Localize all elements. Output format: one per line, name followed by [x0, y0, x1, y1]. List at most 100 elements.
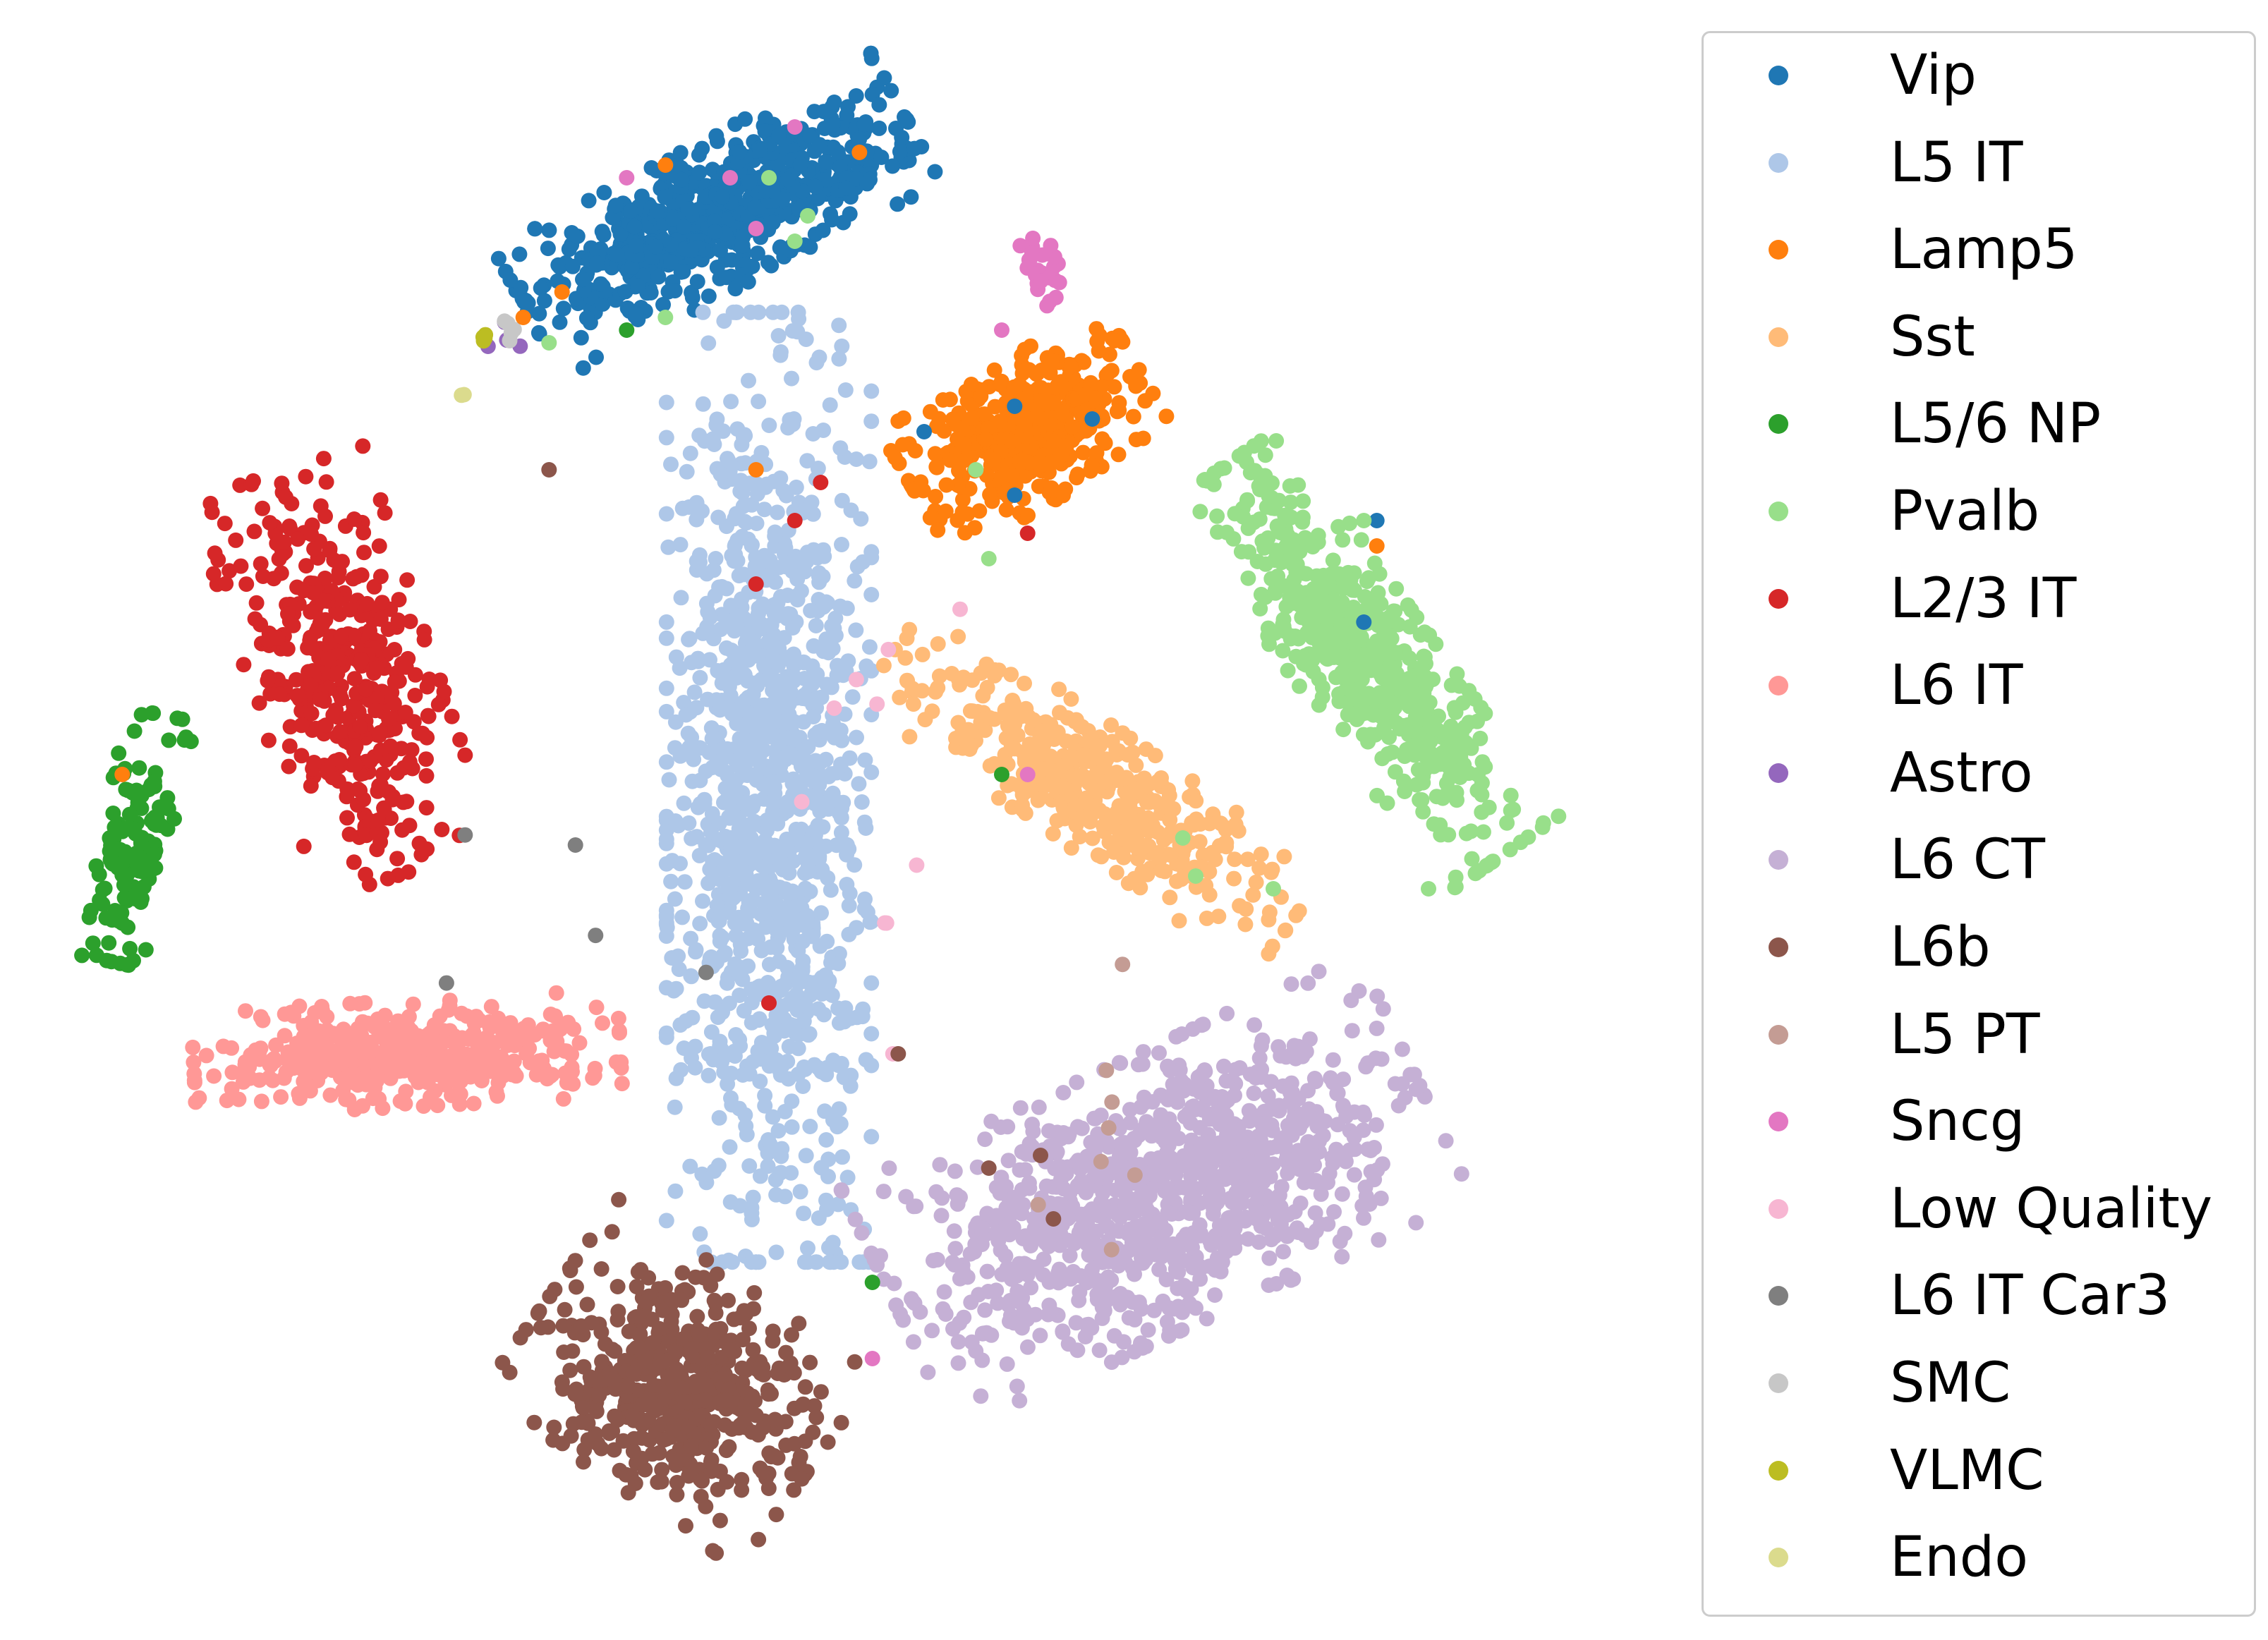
point-l5-it: [717, 780, 734, 796]
point-l5-it: [701, 335, 717, 351]
point-l2-3-it: [359, 595, 375, 612]
point-pvalb: [1449, 792, 1465, 808]
point-vip: [575, 360, 591, 376]
point-l5-it: [710, 913, 727, 929]
point-lamp5: [1020, 454, 1036, 470]
point-sst: [1017, 675, 1032, 691]
point-l5-6-np: [85, 935, 101, 952]
point-l6-it: [418, 1056, 434, 1072]
point-l5-it: [777, 540, 794, 556]
point-l5-it: [812, 794, 828, 810]
point-lamp5: [922, 509, 938, 526]
point-l5-it: [734, 971, 751, 988]
point-sst: [917, 712, 933, 728]
point-pvalb: [1397, 784, 1413, 799]
point-l5-it: [658, 832, 674, 847]
point-lamp5: [986, 451, 1002, 468]
point-lamp5: [962, 480, 978, 497]
point-l5-it: [745, 686, 761, 703]
point-l5-it: [788, 1026, 804, 1042]
point-pvalb: [1353, 532, 1369, 548]
point-lamp5: [1017, 417, 1033, 433]
point-l5-it: [672, 748, 689, 764]
point-sst: [1163, 847, 1179, 863]
point-pvalb: [1345, 582, 1361, 598]
point-sst: [1052, 705, 1067, 721]
point-sst: [1118, 770, 1134, 786]
point-l5-it: [673, 1062, 689, 1078]
point-l5-it: [658, 754, 674, 770]
point-vip: [810, 190, 826, 207]
point-l5-it: [834, 537, 849, 552]
point-lamp5: [987, 399, 1003, 415]
point-lamp5: [1020, 507, 1036, 523]
point-l2-3-it: [236, 657, 252, 673]
point-sst: [1114, 831, 1129, 847]
point-l2-3-it: [281, 758, 297, 775]
point-l6-it: [614, 1076, 630, 1092]
point-l2-3-it: [348, 739, 364, 755]
point-l5-it: [760, 1145, 776, 1161]
point-l5-it: [825, 785, 841, 801]
point-l5-it: [772, 1067, 789, 1083]
point-l2-3-it: [289, 688, 305, 704]
point-sst: [914, 646, 930, 662]
point-l5-it: [692, 772, 708, 789]
point-l5-it: [842, 1078, 859, 1094]
point-l5-it: [811, 724, 827, 740]
point-sst: [1188, 793, 1204, 809]
point-l5-it: [673, 590, 689, 606]
point-lamp5: [928, 489, 944, 504]
point-l5-it: [757, 832, 773, 849]
point-sst: [1278, 922, 1294, 938]
point-l2-3-it: [281, 738, 298, 754]
point-sst: [931, 668, 947, 684]
point-l5-it: [839, 600, 855, 616]
point-l6-ct: [1146, 1302, 1162, 1318]
point-l2-3-it: [333, 628, 349, 645]
point-sst: [1127, 780, 1143, 796]
point-l6-ct: [904, 1291, 919, 1307]
point-sst: [1147, 748, 1163, 764]
point-l6-it: [238, 1003, 253, 1019]
point-l6-it: [313, 1029, 329, 1045]
point-pvalb: [1385, 696, 1402, 712]
point-sst: [1014, 802, 1031, 818]
point-l2-3-it: [341, 826, 358, 842]
point-sst: [1162, 889, 1178, 906]
point-l6-it: [511, 1031, 528, 1047]
point-l6-it: [198, 1047, 214, 1064]
point-l5-it: [843, 502, 859, 518]
point-vip: [811, 137, 827, 153]
point-l6-it: [611, 1023, 627, 1039]
point-l2-3-it: [387, 674, 403, 690]
point-l6-ct: [977, 1302, 993, 1318]
point-l6-ct: [1091, 1342, 1108, 1359]
point-l2-3-it: [401, 754, 418, 770]
point-l6-it: [588, 1000, 605, 1016]
point-l6-it: [559, 1073, 576, 1089]
point-l6-it: [557, 1043, 573, 1059]
point-l5-it: [803, 602, 819, 619]
point-pvalb: [1371, 566, 1388, 582]
point-l5-it: [740, 737, 756, 753]
point-sst: [1034, 723, 1050, 739]
point-l2-3-it: [374, 595, 390, 611]
point-l2-3-it: [272, 686, 288, 703]
point-sst: [1049, 813, 1065, 829]
point-pvalb: [1447, 724, 1462, 740]
point-l2-3-it: [369, 691, 385, 707]
point-l5-it: [788, 479, 804, 495]
point-vip: [757, 123, 773, 140]
point-l5-it: [738, 1118, 754, 1134]
point-vip: [770, 156, 786, 172]
point-l5-it: [684, 655, 700, 671]
point-l2-3-it: [407, 688, 423, 703]
point-pvalb: [1407, 709, 1424, 725]
point-vip: [490, 250, 507, 267]
point-lamp5: [1106, 379, 1122, 395]
point-l5-it: [735, 1067, 751, 1083]
point-vip: [883, 83, 899, 99]
point-l2-3-it: [246, 523, 262, 540]
point-l5-it: [820, 870, 836, 886]
